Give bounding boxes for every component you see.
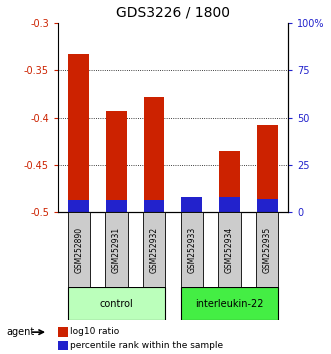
Bar	[68, 200, 89, 212]
Bar	[68, 212, 90, 287]
Text: GSM252931: GSM252931	[112, 227, 121, 273]
Bar	[106, 111, 127, 212]
Text: interleukin-22: interleukin-22	[195, 298, 264, 309]
Text: control: control	[100, 298, 133, 309]
Text: GSM252934: GSM252934	[225, 227, 234, 273]
Bar	[181, 212, 203, 287]
Text: GSM252890: GSM252890	[74, 227, 83, 273]
Title: GDS3226 / 1800: GDS3226 / 1800	[116, 5, 230, 19]
Bar	[257, 199, 278, 212]
Text: log10 ratio: log10 ratio	[70, 327, 119, 336]
Bar	[58, 341, 69, 350]
Bar	[68, 54, 89, 212]
Text: agent: agent	[7, 327, 35, 337]
Bar	[144, 200, 165, 212]
Bar	[58, 327, 69, 337]
Bar	[106, 200, 127, 212]
Bar	[181, 201, 202, 212]
Bar	[256, 212, 278, 287]
Bar	[219, 197, 240, 212]
Text: GSM252935: GSM252935	[263, 227, 272, 273]
Bar	[218, 212, 241, 287]
Text: GSM252932: GSM252932	[150, 227, 159, 273]
Bar	[257, 125, 278, 212]
Bar	[144, 97, 165, 212]
Bar	[68, 287, 165, 320]
Bar	[181, 197, 202, 212]
Text: percentile rank within the sample: percentile rank within the sample	[70, 341, 223, 350]
Bar	[105, 212, 127, 287]
Bar	[143, 212, 165, 287]
Bar	[219, 151, 240, 212]
Bar	[181, 287, 278, 320]
Text: GSM252933: GSM252933	[187, 227, 196, 273]
